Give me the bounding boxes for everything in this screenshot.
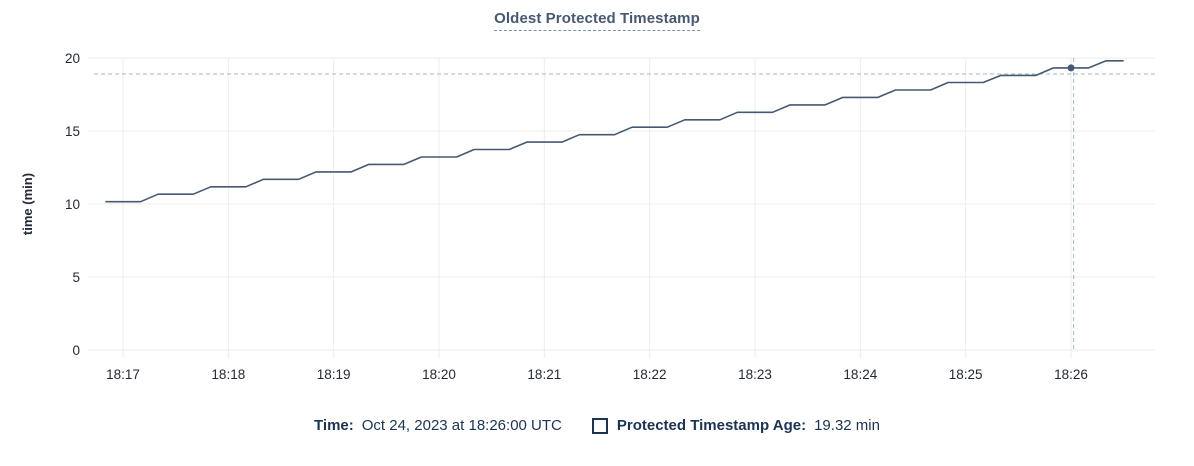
hover-point-marker xyxy=(1067,64,1075,72)
x-tick-label: 18:23 xyxy=(738,367,772,382)
x-tick-label: 18:22 xyxy=(633,367,667,382)
x-tick-label: 18:17 xyxy=(106,367,140,382)
y-tick-label: 0 xyxy=(72,343,80,358)
x-tick-label: 18:25 xyxy=(949,367,983,382)
x-tick-label: 18:24 xyxy=(843,367,877,382)
y-tick-label: 20 xyxy=(65,51,80,66)
x-tick-label: 18:18 xyxy=(211,367,245,382)
series-label: Protected Timestamp Age: xyxy=(616,417,807,434)
y-axis-label: time (min) xyxy=(20,173,35,235)
y-tick-label: 10 xyxy=(65,197,80,212)
x-tick-label: 18:26 xyxy=(1054,367,1088,382)
title-row: Oldest Protected Timestamp xyxy=(0,10,1194,31)
hover-time-group: Time: Oct 24, 2023 at 18:26:00 UTC xyxy=(314,417,562,434)
series-value: 19.32 min xyxy=(814,417,880,434)
y-tick-label: 5 xyxy=(72,270,80,285)
line-chart[interactable]: 0 5 10 15 20 18:17 18:18 18:19 18:20 18:21 18:22 18… xyxy=(0,0,1194,400)
series-legend-group: Protected Timestamp Age: 19.32 min xyxy=(591,417,880,434)
time-label: Time: xyxy=(314,417,354,434)
hover-legend: Time: Oct 24, 2023 at 18:26:00 UTC Prote… xyxy=(0,417,1194,434)
x-tick-label: 18:21 xyxy=(527,367,561,382)
y-tick-label: 15 xyxy=(65,124,80,139)
series-checkbox-icon[interactable] xyxy=(591,417,608,434)
time-value: Oct 24, 2023 at 18:26:00 UTC xyxy=(361,417,562,434)
x-tick-label: 18:19 xyxy=(317,367,351,382)
series-line xyxy=(105,59,1124,203)
x-tick-label: 18:20 xyxy=(422,367,456,382)
chart-title[interactable]: Oldest Protected Timestamp xyxy=(494,10,700,31)
